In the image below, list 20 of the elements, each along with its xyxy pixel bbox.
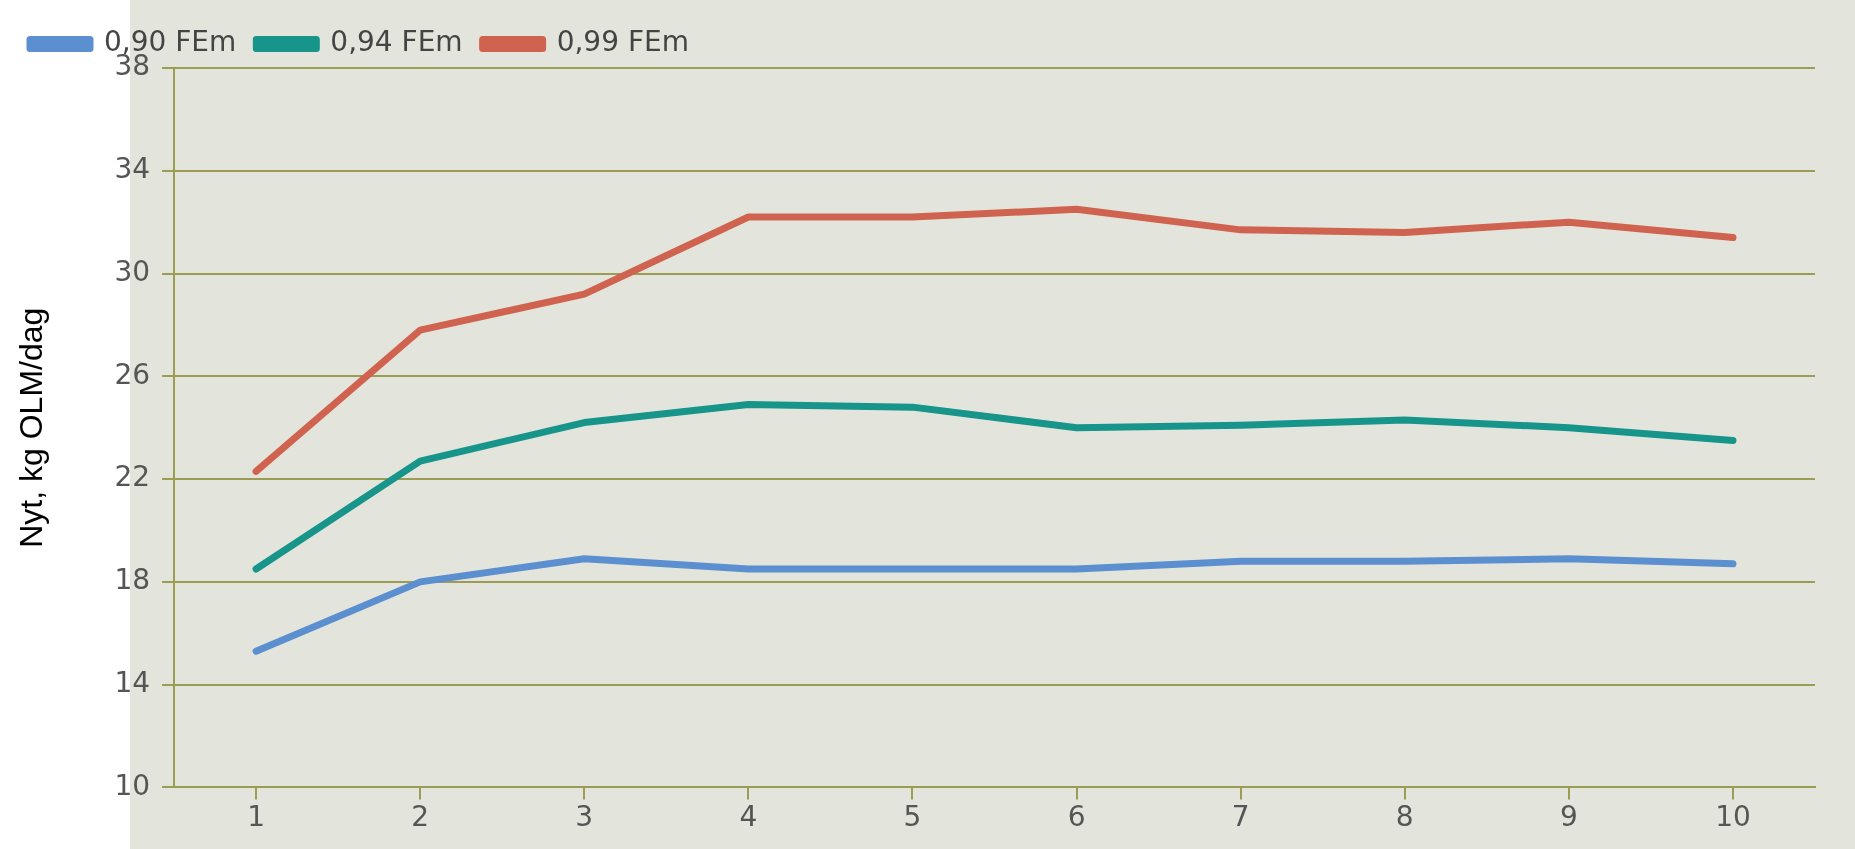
x-tick-label: 5	[903, 800, 922, 834]
y-tick-label: 26	[114, 357, 151, 391]
y-tick-label: 34	[114, 152, 151, 186]
x-tick-label: 9	[1559, 800, 1578, 834]
x-tick-label: 10	[1715, 800, 1751, 834]
y-axis-title: Nyt, kg OLM/dag	[13, 307, 50, 548]
x-tick-label: 3	[575, 800, 594, 834]
x-tick-label: 1	[247, 800, 265, 834]
x-tick-label: 7	[1231, 800, 1250, 834]
y-tick-label: 10	[114, 768, 151, 802]
x-tick-label: 4	[739, 800, 758, 834]
x-tick-label: 6	[1067, 800, 1086, 834]
legend-label: 0,99 FEm	[556, 25, 689, 59]
y-tick-label: 22	[114, 460, 151, 494]
y-tick-label: 18	[114, 563, 151, 597]
y-tick-label: 30	[114, 254, 151, 288]
legend-label: 0,94 FEm	[330, 25, 463, 59]
x-tick-label: 8	[1395, 800, 1414, 834]
x-tick-label: 2	[411, 800, 430, 834]
y-tick-label: 14	[114, 665, 151, 699]
